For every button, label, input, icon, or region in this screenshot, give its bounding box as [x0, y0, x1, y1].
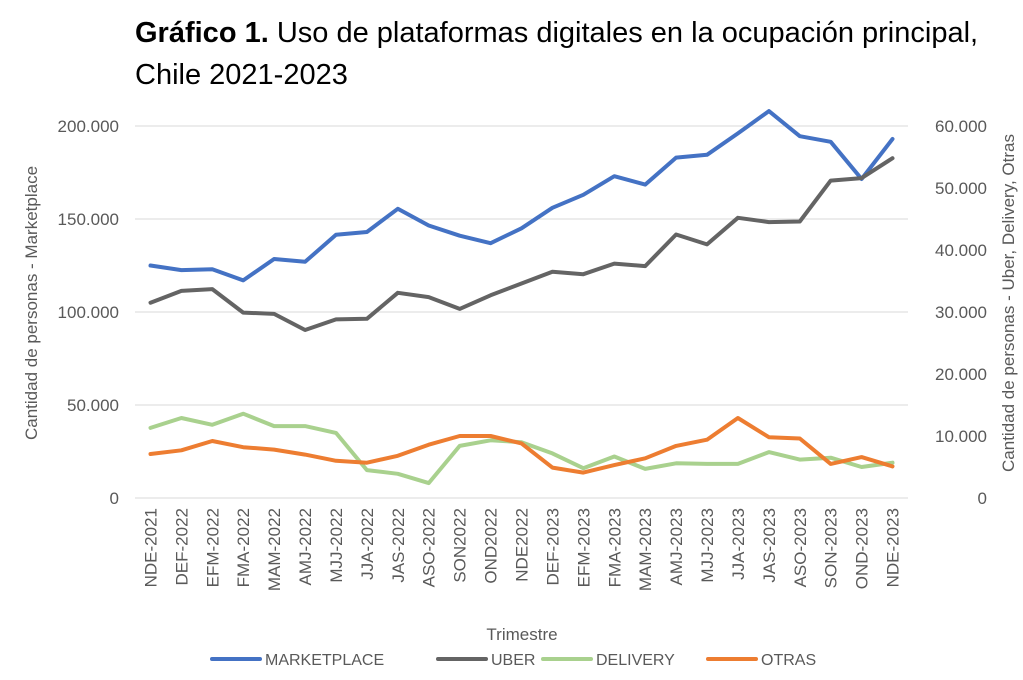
x-tick-label: JAS-2023	[760, 508, 779, 583]
y-left-tick-label: 200.000	[58, 117, 119, 136]
legend-label-otras: OTRAS	[761, 652, 816, 669]
x-tick-label: JJA-2022	[358, 508, 377, 580]
y-right-tick-label: 30.000	[935, 303, 987, 322]
y-right-tick-label: 10.000	[935, 427, 987, 446]
chart-title-bold: Gráfico 1.	[135, 17, 269, 49]
x-tick-label: DEF-2023	[543, 508, 562, 585]
legend-label-delivery: DELIVERY	[596, 652, 675, 669]
series-line-marketplace	[148, 109, 895, 283]
y-right-tick-label: 50.000	[935, 179, 987, 198]
x-tick-label: OND2022	[482, 508, 501, 584]
x-tick-label: EFM-2022	[203, 508, 222, 587]
x-tick-label: NDE-2021	[141, 508, 160, 587]
y-left-tick-label: 50.000	[67, 396, 119, 415]
x-tick-label: AMJ-2022	[296, 508, 315, 585]
x-axis-title: Trimestre	[486, 625, 557, 644]
y-left-tick-label: 0	[110, 489, 119, 508]
x-tick-label: MAM-2022	[265, 508, 284, 591]
x-tick-label: DEF-2022	[172, 508, 191, 585]
y-right-tick-label: 20.000	[935, 365, 987, 384]
x-tick-label: EFM-2023	[574, 508, 593, 587]
y-left-tick-label: 150.000	[58, 210, 119, 229]
x-tick-label: ASO-2023	[791, 508, 810, 587]
legend-label-marketplace: MARKETPLACE	[265, 652, 384, 669]
y-left-axis-title: Cantidad de personas - Marketplace	[22, 166, 41, 440]
x-tick-label: MJJ-2023	[698, 508, 717, 583]
x-tick-label: SON2022	[451, 508, 470, 583]
y-left-tick-label: 100.000	[58, 303, 119, 322]
x-tick-label: JAS-2022	[389, 508, 408, 583]
chart-title-rest: Uso de plataformas digitales en la ocupa…	[135, 17, 979, 91]
x-tick-label: FMA-2023	[605, 508, 624, 587]
x-tick-label: NDE-2023	[884, 508, 903, 587]
series-line-otras	[148, 416, 895, 475]
chart-title: Gráfico 1. Uso de plataformas digitales …	[135, 12, 995, 96]
x-tick-label: FMA-2022	[234, 508, 253, 587]
x-tick-label: JJA-2023	[729, 508, 748, 580]
series-line-uber	[148, 156, 895, 332]
x-tick-label: OND-2023	[853, 508, 872, 589]
y-right-tick-label: 60.000	[935, 117, 987, 136]
x-tick-label: MAM-2023	[636, 508, 655, 591]
y-right-axis-title: Cantidad de personas - Uber, Delivery, O…	[999, 134, 1018, 472]
y-right-tick-label: 0	[978, 489, 987, 508]
legend-label-uber: UBER	[491, 652, 535, 669]
y-right-tick-label: 40.000	[935, 241, 987, 260]
x-tick-label: AMJ-2023	[667, 508, 686, 585]
x-tick-label: ASO-2022	[420, 508, 439, 587]
x-tick-label: MJJ-2022	[327, 508, 346, 583]
x-tick-label: NDE2022	[513, 508, 532, 582]
x-tick-label: SON-2023	[822, 508, 841, 588]
